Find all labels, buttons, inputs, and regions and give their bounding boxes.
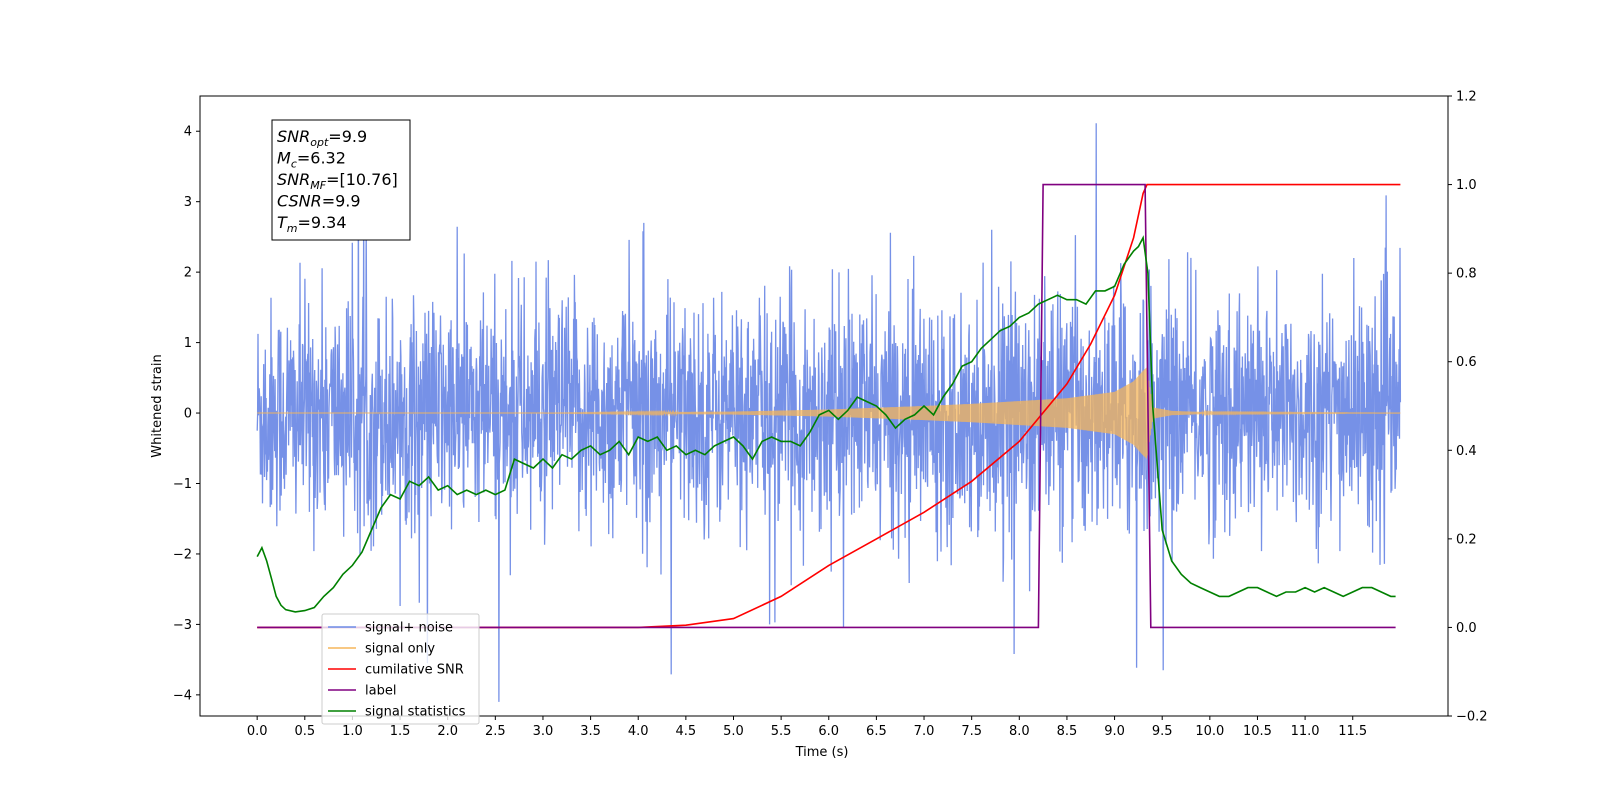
- y-left-tick-label: −4: [173, 688, 192, 703]
- x-tick-label: 3.0: [533, 724, 554, 739]
- series-label: [257, 183, 1396, 629]
- y-right-tick-label: 0.6: [1456, 355, 1477, 370]
- x-tick-label: 5.5: [771, 724, 792, 739]
- x-tick-label: 4.0: [628, 724, 649, 739]
- legend-entry: signal+ noise: [365, 621, 453, 636]
- x-tick-label: 11.0: [1291, 724, 1320, 739]
- x-tick-label: 5.0: [723, 724, 744, 739]
- plot-area: [256, 123, 1402, 702]
- y-left-tick-label: 3: [184, 195, 192, 210]
- legend-entry: signal statistics: [365, 705, 466, 720]
- x-tick-label: 8.0: [1009, 724, 1030, 739]
- x-tick-label: 4.5: [676, 724, 697, 739]
- y-right-tick-label: 0.8: [1456, 267, 1477, 282]
- y-axis-left: −4 −3 −2 −1 0 1 2 3 4: [173, 125, 200, 703]
- legend-frame: [321, 613, 480, 725]
- x-tick-label: 3.5: [580, 724, 601, 739]
- series-signal-statistics: [256, 235, 1396, 613]
- x-tick-label: 8.5: [1057, 724, 1078, 739]
- annotation-frame: [271, 119, 411, 241]
- x-tick-label: 7.0: [914, 724, 935, 739]
- y-axis-right: −0.2 0.0 0.2 0.4 0.6 0.8 1.0 1.2: [1448, 90, 1488, 725]
- x-axis: 0.0 0.5 1.0 1.5 2.0 2.5 3.0 3.5 4.0 4.5 5.0 5.5 6.0 6…: [247, 716, 1367, 739]
- series-cumilative-snr: [257, 183, 1401, 629]
- y-left-tick-label: −1: [173, 477, 192, 492]
- x-tick-label: 9.0: [1104, 724, 1125, 739]
- legend-entry: signal only: [365, 642, 435, 657]
- x-tick-label: 2.5: [485, 724, 506, 739]
- annotation-line: Tm=9.34: [277, 213, 347, 235]
- x-tick-label: 6.0: [818, 724, 839, 739]
- x-axis-label: Time (s): [795, 745, 849, 760]
- series-signal-plus-noise: [256, 123, 1402, 702]
- x-tick-label: 10.5: [1243, 724, 1272, 739]
- annotation-line: SNRMF=[10.76]: [277, 170, 398, 192]
- x-tick-label: 1.0: [342, 724, 363, 739]
- x-tick-label: 0.5: [294, 724, 315, 739]
- y-left-tick-label: −3: [173, 618, 192, 633]
- y-right-tick-label: 0.0: [1456, 621, 1477, 636]
- y-right-tick-label: 0.2: [1456, 532, 1477, 547]
- x-tick-label: 2.0: [437, 724, 458, 739]
- legend: signal+ noise signal only cumilative SNR la…: [321, 613, 480, 725]
- x-tick-label: 10.0: [1195, 724, 1224, 739]
- y-left-tick-label: 0: [184, 407, 192, 422]
- y-left-tick-label: 2: [184, 266, 192, 281]
- annotation-line: Mc=6.32: [277, 149, 346, 171]
- x-tick-label: 9.5: [1152, 724, 1173, 739]
- y-axis-left-label: Whitened strain: [150, 354, 165, 457]
- y-left-tick-label: 4: [184, 125, 192, 140]
- x-tick-label: 7.5: [961, 724, 982, 739]
- legend-entry: cumilative SNR: [365, 663, 464, 678]
- annotation-line: CSNR=9.9: [277, 192, 361, 211]
- x-tick-label: 0.0: [247, 724, 268, 739]
- x-tick-label: 6.5: [866, 724, 887, 739]
- plot-frame: [199, 95, 1449, 717]
- y-left-tick-label: −2: [173, 547, 192, 562]
- legend-entry: label: [365, 684, 396, 699]
- y-right-tick-label: 0.4: [1456, 444, 1477, 459]
- y-left-tick-label: 1: [184, 336, 192, 351]
- annotation-line: SNRopt=9.9: [277, 127, 367, 149]
- x-tick-label: 11.5: [1338, 724, 1367, 739]
- x-tick-label: 1.5: [390, 724, 411, 739]
- y-right-tick-label: −0.2: [1456, 710, 1488, 725]
- series-signal-only: [257, 367, 1401, 459]
- y-right-tick-label: 1.0: [1456, 178, 1477, 193]
- y-right-tick-label: 1.2: [1456, 90, 1477, 105]
